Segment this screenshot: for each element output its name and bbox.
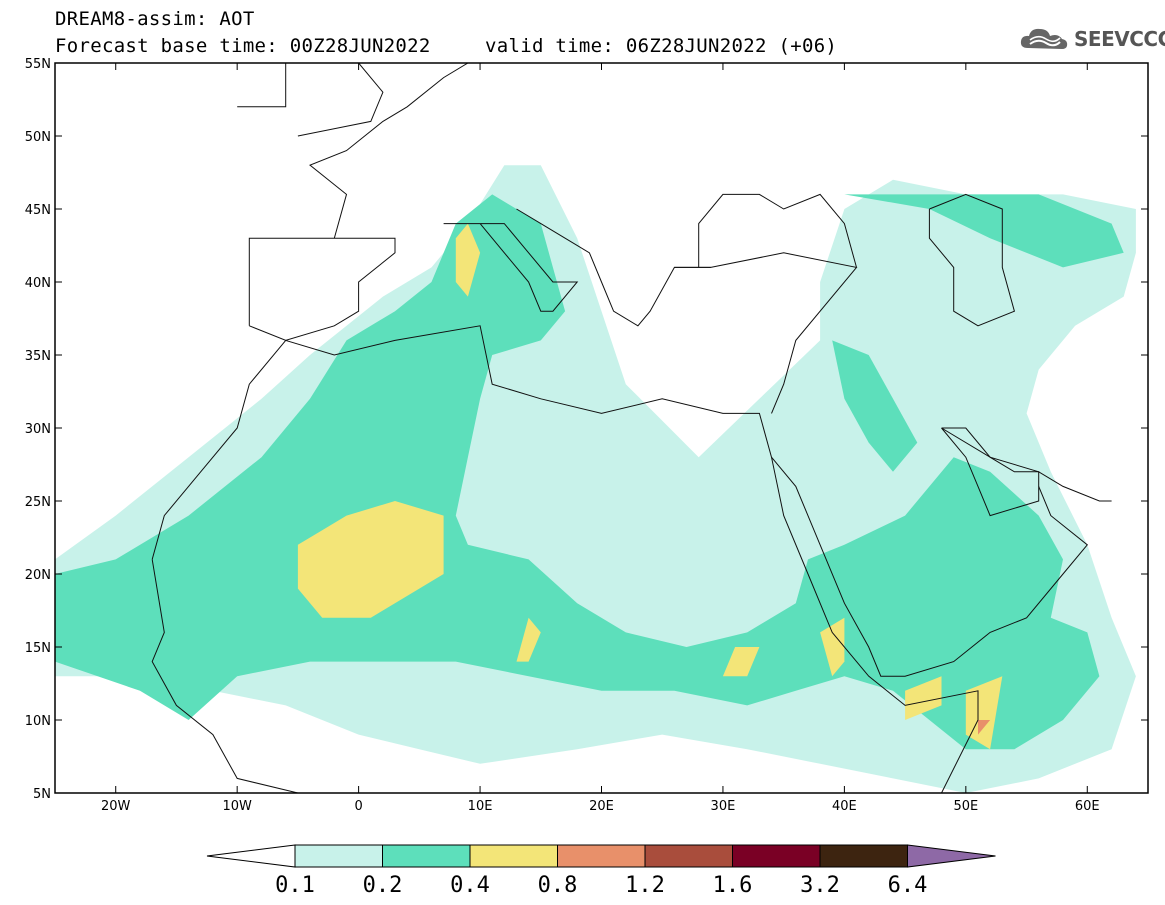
lon-tick-label: 10E [468, 799, 493, 814]
colorbar-segment [557, 844, 646, 868]
coastline-west-africa-south [151, 559, 299, 793]
aot-region-2-0 [297, 501, 444, 618]
lon-tick-label: 20W [101, 799, 131, 814]
lat-tick-label: 5N [33, 787, 51, 802]
colorbar-label: 0.1 [275, 873, 315, 898]
lat-tick-label: 45N [25, 203, 51, 218]
logo-text: SEEVCCC [1074, 27, 1165, 51]
forecast-base-time: Forecast base time: 00Z28JUN2022 [55, 35, 431, 57]
map-title: DREAM8-assim: AOT [55, 8, 255, 30]
coastline-iberia [248, 237, 396, 341]
aot-region-1-0 [55, 194, 1100, 750]
colorbar-label: 0.4 [450, 873, 490, 898]
cloud-icon [1020, 28, 1068, 49]
lon-tick-label: 10W [222, 799, 252, 814]
lat-tick-label: 35N [25, 349, 51, 364]
aot-region-2-5 [905, 676, 942, 720]
aot-region-3-0 [978, 720, 991, 735]
colorbar-segment [819, 844, 908, 868]
lat-tick-label: 20N [25, 568, 51, 583]
lat-tick-label: 15N [25, 641, 51, 656]
lat-tick-label: 55N [25, 57, 51, 72]
colorbar-segment [382, 844, 471, 868]
lat-tick-label: 30N [25, 422, 51, 437]
coastline-italy [443, 223, 579, 312]
aot-region-2-3 [722, 647, 760, 677]
coastline-iran [941, 427, 1112, 502]
coastline-france-north [309, 63, 469, 239]
colorbar: 0.1 0.2 0.4 0.8 1.2 1.6 3.2 6.4 [206, 844, 996, 898]
valid-time: valid time: 06Z28JUN2022 (+06) [485, 35, 838, 57]
colorbar-label: 0.8 [538, 873, 578, 898]
colorbar-segment [732, 844, 821, 868]
lat-tick-label: 10N [25, 714, 51, 729]
aot-contours [55, 165, 1136, 793]
axis-ticks: 20W 10W 0 10E 20E 30E 40E 50E 60E 5N 10N 15N 20N 25N 3… [25, 57, 1148, 814]
coastline-gulf [941, 427, 1040, 517]
colorbar-segment [469, 844, 558, 868]
colorbar-segment [644, 844, 733, 868]
aot-region-2-4 [820, 617, 845, 677]
lon-tick-label: 60E [1075, 799, 1100, 814]
colorbar-segment [294, 844, 383, 868]
colorbar-label: 0.2 [363, 873, 403, 898]
seevccc-logo: SEEVCCC [1018, 24, 1165, 54]
lon-tick-label: 30E [711, 799, 736, 814]
lon-tick-label: 50E [953, 799, 978, 814]
lat-tick-label: 25N [25, 495, 51, 510]
lat-tick-label: 50N [25, 130, 51, 145]
aot-region-2-2 [516, 617, 541, 662]
coastline-black-sea [698, 193, 857, 268]
aot-region-1-2 [844, 194, 1124, 268]
lon-tick-label: 40E [832, 799, 857, 814]
colorbar-low-arrow [206, 844, 296, 868]
coastlines [151, 63, 1112, 793]
lon-tick-label: 20E [589, 799, 614, 814]
coastline-west-africa [151, 325, 979, 793]
colorbar-label: 6.4 [888, 873, 928, 898]
aot-region-2-6 [965, 676, 1003, 750]
colorbar-label: 3.2 [800, 873, 840, 898]
colorbar-label: 1.6 [713, 873, 753, 898]
lon-tick-label: 0 [354, 799, 362, 814]
aot-region-2-1 [455, 223, 481, 297]
coastline-caspian [928, 193, 1016, 327]
coastline-red-sea-east [771, 456, 1089, 677]
coastline-uk [297, 63, 384, 137]
lat-tick-label: 40N [25, 276, 51, 291]
colorbar-high-arrow [907, 844, 996, 868]
coastline-ireland [237, 63, 287, 108]
aot-region-1-1 [832, 340, 918, 472]
colorbar-label: 1.2 [625, 873, 665, 898]
